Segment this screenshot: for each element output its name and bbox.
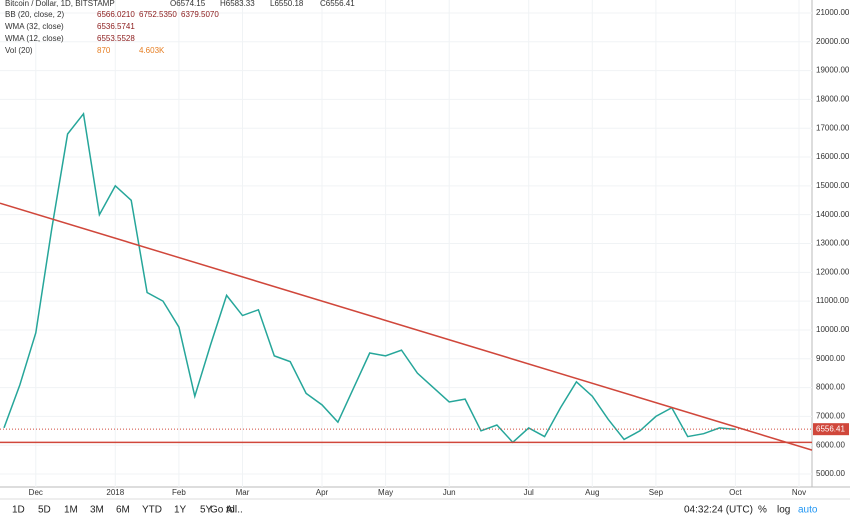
range-button[interactable]: 1M [64,505,78,516]
ohlc-value: L6550.18 [270,0,304,8]
y-tick-label: 12000.00 [816,267,850,276]
indicator-value: 6553.5528 [97,34,135,43]
indicator-label: WMA (32, close) [5,22,64,31]
range-button[interactable]: 3M [90,505,104,516]
indicator-value: 870 [97,46,111,55]
indicator-value: 6379.5070 [181,10,219,19]
last-price-box [813,423,849,436]
x-tick-label: Apr [316,488,329,497]
y-tick-label: 7000.00 [816,412,845,421]
y-tick-label: 20000.00 [816,37,850,46]
y-tick-label: 9000.00 [816,354,845,363]
indicator-label: WMA (12, close) [5,34,64,43]
indicator-label: BB (20, close, 2) [5,10,64,19]
y-tick-label: 14000.00 [816,210,850,219]
y-tick-label: 17000.00 [816,123,850,132]
y-tick-label: 16000.00 [816,152,850,161]
y-tick-label: 5000.00 [816,469,845,478]
x-tick-label: Sep [649,488,664,497]
indicator-value: 6752.5350 [139,10,177,19]
plot: 6556.41 [0,112,849,451]
ohlc-value: O6574.15 [170,0,206,8]
y-tick-label: 18000.00 [816,95,850,104]
y-tick-label: 19000.00 [816,66,850,75]
indicator-value: 4.603K [139,46,165,55]
y-tick-label: 10000.00 [816,325,850,334]
range-button[interactable]: YTD [142,505,162,516]
y-tick-label: 13000.00 [816,239,850,248]
y-tick-label: 8000.00 [816,383,845,392]
y-tick-label: 11000.00 [816,296,849,305]
indicator-value: 6566.0210 [97,10,135,19]
indicator-value: 6536.5741 [97,22,135,31]
grid: 5000.00 6000.00 7000.00 8000.00 9000.00 10000… [0,0,850,497]
range-button[interactable]: 5Y [200,505,213,516]
range-button[interactable]: All [226,505,237,516]
range-button[interactable]: 1D [12,505,25,516]
y-tick-label: 21000.00 [816,8,850,17]
x-tick-label: Nov [792,488,806,497]
symbol: Bitcoin / Dollar, 1D, BITSTAMP [5,0,115,8]
y-tick-label: 6000.00 [816,440,845,449]
x-tick-label: Jul [524,488,534,497]
trendline [0,202,813,451]
legend: Bitcoin / Dollar, 1D, BITSTAMP O6574.15 H… [5,0,355,55]
goto-button[interactable]: Go to... [210,505,243,516]
last-price-label: 6556.41 [816,424,845,433]
x-tick-label: Aug [585,488,599,497]
price-line [3,112,736,444]
indicator-label: Vol (20) [5,46,33,55]
x-tick-label: Mar [236,488,250,497]
y-tick-label: 15000.00 [816,181,850,190]
scale-option[interactable]: log [777,505,790,516]
x-tick-label: Jun [443,488,456,497]
range-button[interactable]: 5D [38,505,51,516]
ohlc-value: H6583.33 [220,0,255,8]
ohlc-value: C6556.41 [320,0,355,8]
range-button[interactable]: 1Y [174,505,187,516]
x-tick-label: Feb [172,488,186,497]
x-tick-label: 2018 [106,488,124,497]
range-button[interactable]: 6M [116,505,130,516]
x-tick-label: Oct [729,488,742,497]
x-tick-label: May [378,488,393,497]
clock: 04:32:24 (UTC) [684,505,753,516]
x-tick-label: Dec [29,488,43,497]
scale-option[interactable]: % [758,505,767,516]
scale-option[interactable]: auto [798,505,818,516]
